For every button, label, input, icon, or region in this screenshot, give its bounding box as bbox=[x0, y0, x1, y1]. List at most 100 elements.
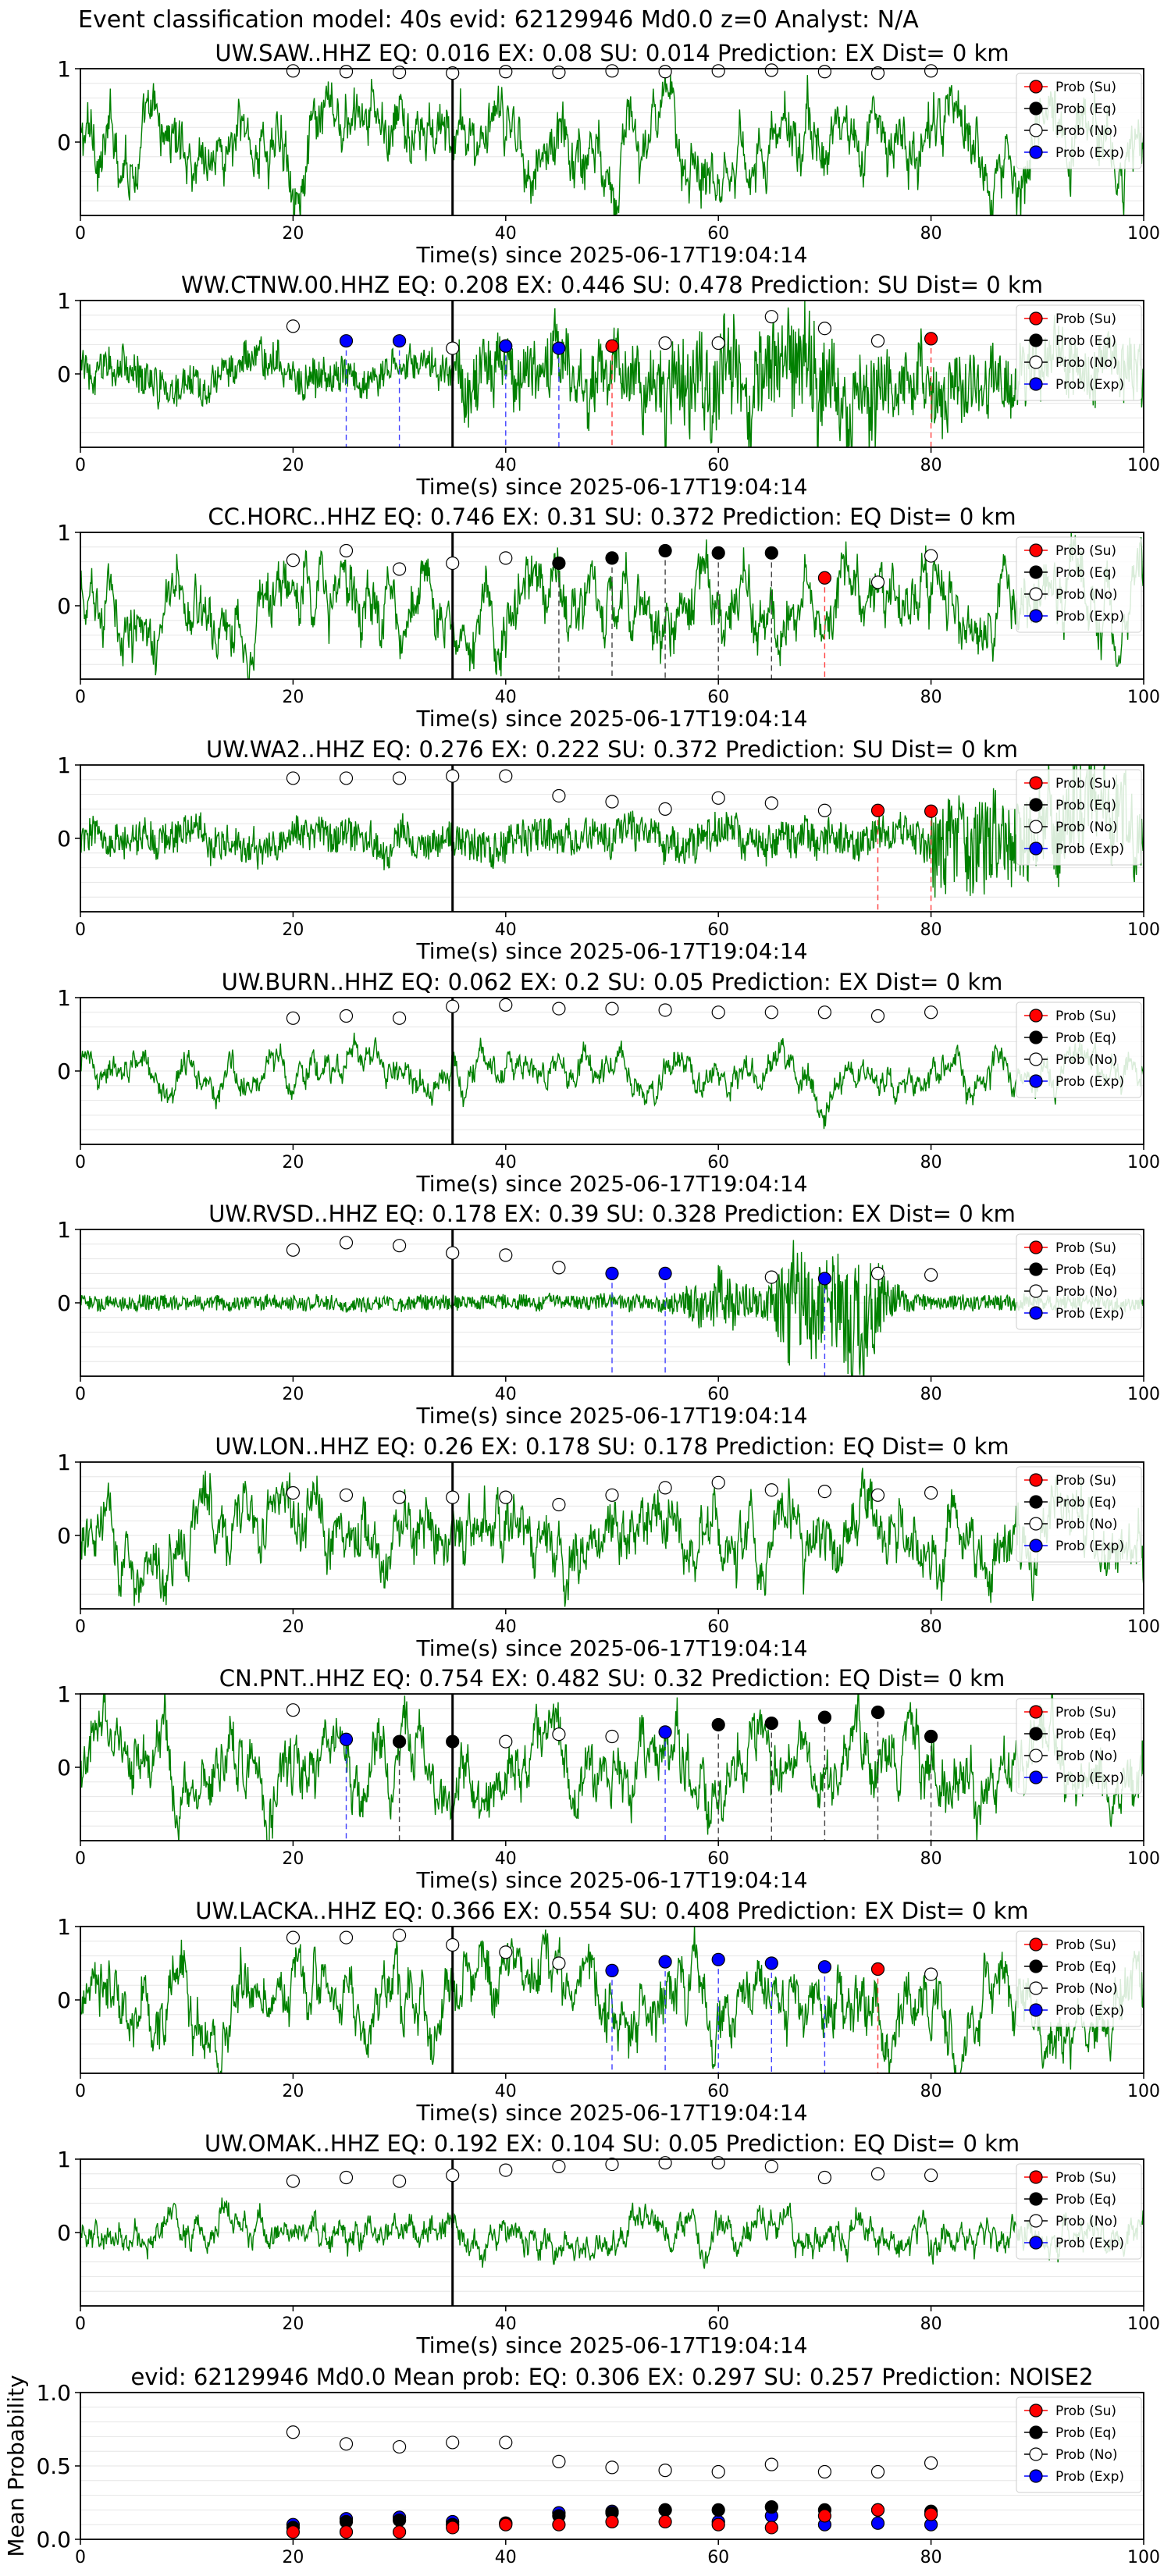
panel-title: UW.LACKA..HHZ EQ: 0.366 EX: 0.554 SU: 0.… bbox=[195, 1898, 1028, 1924]
prob-point-no bbox=[499, 1945, 513, 1959]
legend-marker bbox=[1029, 1473, 1043, 1487]
legend-label: Prob (Exp) bbox=[1055, 2003, 1124, 2019]
prob-point-no bbox=[446, 999, 460, 1013]
mean-prob-point-su bbox=[870, 2503, 885, 2517]
mean-prob-point-su bbox=[924, 2507, 938, 2521]
prob-point-no bbox=[764, 1270, 778, 1284]
mean-prob-point-su bbox=[658, 2514, 672, 2529]
legend-marker bbox=[1029, 2236, 1043, 2250]
legend-label: Prob (Su) bbox=[1055, 2170, 1116, 2186]
prob-point-no bbox=[339, 1236, 354, 1250]
axes-frame bbox=[80, 532, 1144, 680]
prob-point-exp bbox=[817, 1272, 832, 1286]
x-axis-label: Time(s) since 2025-06-17T19:04:14 bbox=[415, 474, 807, 500]
x-axis-label: Time(s) since 2025-06-17T19:04:14 bbox=[415, 1403, 807, 1429]
mean-prob-point-no bbox=[286, 2425, 300, 2439]
y-tick-label: 1 bbox=[57, 288, 71, 314]
legend-marker bbox=[1029, 1240, 1043, 1254]
y-tick-label: 1 bbox=[57, 1681, 71, 1707]
prob-point-no bbox=[393, 1928, 407, 1942]
prob-point-no bbox=[605, 1488, 619, 1502]
legend-marker bbox=[1029, 145, 1043, 159]
legend-marker bbox=[1029, 1981, 1043, 1995]
legend-label: Prob (No) bbox=[1055, 2447, 1118, 2463]
x-tick-label: 0 bbox=[75, 224, 86, 244]
prob-point-exp bbox=[552, 341, 566, 355]
figure-title: Event classification model: 40s evid: 62… bbox=[78, 6, 919, 34]
legend-label: Prob (Eq) bbox=[1055, 1262, 1116, 1278]
prob-point-no bbox=[924, 549, 938, 563]
waveform-trace bbox=[80, 74, 1144, 215]
prob-point-no bbox=[446, 2169, 460, 2183]
station-panel: CC.HORC..HHZ EQ: 0.746 EX: 0.31 SU: 0.37… bbox=[57, 503, 1160, 731]
mean-prob-point-eq bbox=[393, 2513, 407, 2528]
legend-label: Prob (Eq) bbox=[1055, 1727, 1116, 1742]
panel-title: evid: 62129946 Md0.0 Mean prob: EQ: 0.30… bbox=[130, 2364, 1093, 2390]
legend-marker bbox=[1029, 2170, 1043, 2184]
x-tick-label: 80 bbox=[920, 456, 942, 475]
prob-point-no bbox=[552, 1727, 566, 1742]
prob-point-eq bbox=[924, 1729, 938, 1744]
x-tick-label: 100 bbox=[1127, 2082, 1160, 2101]
legend-box bbox=[1016, 73, 1142, 169]
prob-point-no bbox=[658, 2156, 672, 2170]
x-tick-label: 20 bbox=[282, 2314, 304, 2334]
prob-point-no bbox=[817, 65, 832, 79]
legend-label: Prob (No) bbox=[1055, 1284, 1118, 1300]
x-tick-label: 60 bbox=[707, 1849, 729, 1869]
legend-label: Prob (Exp) bbox=[1055, 2236, 1124, 2251]
x-tick-label: 80 bbox=[920, 1617, 942, 1637]
prob-point-su bbox=[870, 1962, 885, 1976]
prob-point-no bbox=[286, 1011, 300, 1025]
legend-box bbox=[1016, 1233, 1142, 1330]
legend-marker bbox=[1029, 2425, 1043, 2439]
prob-point-no bbox=[658, 802, 672, 817]
prob-point-eq bbox=[764, 1717, 778, 1731]
x-tick-label: 80 bbox=[920, 1153, 942, 1172]
prob-point-eq bbox=[552, 556, 566, 571]
y-tick-label: 0 bbox=[57, 593, 71, 619]
y-tick-label: 0 bbox=[57, 1523, 71, 1549]
mean-prob-point-su bbox=[605, 2514, 619, 2529]
waveform-trace bbox=[80, 1468, 1144, 1607]
legend-label: Prob (Exp) bbox=[1055, 1074, 1124, 1090]
prob-point-no bbox=[446, 1246, 460, 1260]
x-tick-label: 20 bbox=[282, 688, 304, 707]
x-tick-label: 40 bbox=[495, 2314, 517, 2334]
mean-prob-point-no bbox=[446, 2435, 460, 2450]
legend-marker bbox=[1029, 1539, 1043, 1553]
legend-marker bbox=[1029, 1727, 1043, 1741]
legend-label: Prob (Su) bbox=[1055, 311, 1116, 327]
x-tick-label: 40 bbox=[495, 224, 517, 244]
x-tick-label: 60 bbox=[707, 2314, 729, 2334]
waveform-trace bbox=[80, 1032, 1144, 1130]
axes-frame bbox=[80, 2158, 1144, 2307]
axes-frame bbox=[80, 68, 1144, 216]
legend-label: Prob (Su) bbox=[1055, 1240, 1116, 1256]
legend-marker bbox=[1029, 2003, 1043, 2017]
legend-label: Prob (No) bbox=[1055, 123, 1118, 139]
panel-title: UW.WA2..HHZ EQ: 0.276 EX: 0.222 SU: 0.37… bbox=[206, 736, 1018, 763]
prob-point-no bbox=[393, 1490, 407, 1504]
legend-label: Prob (Exp) bbox=[1055, 1306, 1124, 1322]
prob-point-no bbox=[924, 64, 938, 78]
prob-point-no bbox=[499, 1490, 513, 1504]
prob-point-no bbox=[711, 2156, 725, 2170]
x-tick-label: 80 bbox=[920, 2314, 942, 2334]
station-panel: UW.SAW..HHZ EQ: 0.016 EX: 0.08 SU: 0.014… bbox=[57, 40, 1160, 268]
station-panel: UW.LON..HHZ EQ: 0.26 EX: 0.178 SU: 0.178… bbox=[57, 1433, 1160, 1661]
prob-point-su bbox=[924, 804, 938, 818]
mean-prob-point-su bbox=[711, 2517, 725, 2532]
x-tick-label: 60 bbox=[707, 1153, 729, 1172]
y-tick-label: 1 bbox=[57, 1217, 71, 1243]
prob-point-no bbox=[658, 1481, 672, 1495]
x-tick-label: 20 bbox=[282, 2548, 304, 2567]
y-tick-label: 0 bbox=[57, 2220, 71, 2246]
legend-marker bbox=[1029, 1517, 1043, 1531]
legend-label: Prob (Eq) bbox=[1055, 565, 1116, 581]
y-tick-label: 0 bbox=[57, 826, 71, 852]
legend-marker bbox=[1029, 101, 1043, 116]
legend-box bbox=[1016, 304, 1142, 401]
x-tick-label: 20 bbox=[282, 2082, 304, 2101]
legend-label: Prob (Eq) bbox=[1055, 333, 1116, 349]
